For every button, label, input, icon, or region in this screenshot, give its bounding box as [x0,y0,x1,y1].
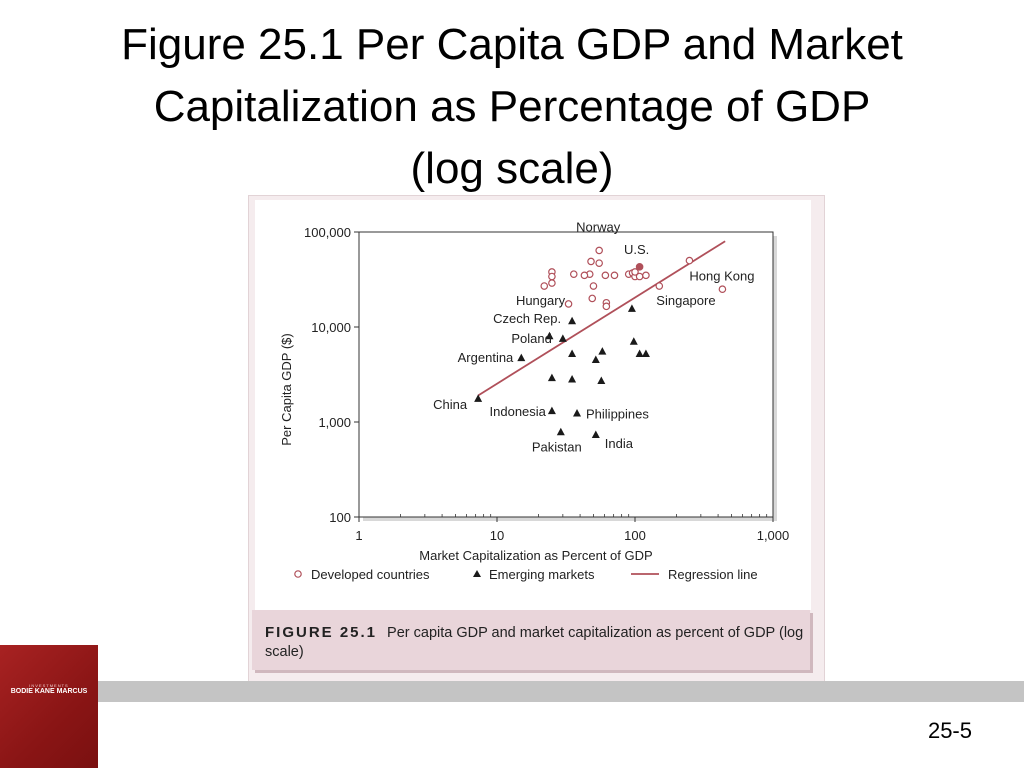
emerging-point [547,406,556,415]
developed-point [589,282,598,290]
emerging-point [635,349,644,357]
regression-line [477,240,726,397]
developed-point [631,268,639,276]
emerging-point [568,349,577,357]
legend-emerging-label: Emerging markets [489,567,595,582]
emerging-point [597,376,606,385]
plot-frame [358,231,774,518]
emerging-point [568,375,577,383]
annotation-label: Pakistan [532,439,582,454]
legend-developed-label: Developed countries [311,567,430,582]
y-tick-label: 10,000 [311,320,351,335]
emerging-point [556,427,565,436]
annotation-label: Indonesia [490,404,547,419]
x-tick-label: 1 [355,528,362,543]
slide-number: 25-5 [927,718,972,743]
developed-point [610,271,619,280]
developed-point [642,271,650,280]
slide-title-line-1: Figure 25.1 Per Capita GDP and Market [121,20,903,69]
developed-point [587,257,595,266]
developed-point [595,259,603,267]
developed-point [548,272,556,281]
developed-point [564,300,573,308]
emerging-point [629,337,638,345]
x-tick-label: 100 [624,528,646,543]
developed-point [548,279,556,287]
annotation-label: Singapore [656,293,715,308]
annotation-label: Norway [576,219,621,234]
y-tick-label: 100,000 [304,225,351,240]
emerging-point [591,355,600,363]
developed-point [602,302,611,311]
developed-point [635,263,644,271]
x-tick-label: 1,000 [757,528,790,543]
annotation-label: Hong Kong [689,269,754,284]
legend-regression-label: Regression line [668,567,758,582]
y-tick-label: 1,000 [318,415,351,430]
footer-bar [0,681,1024,702]
emerging-point [641,349,650,357]
book-authors-text: BODIE KANE MARCUS [10,688,88,695]
slide-title: Figure 25.1 Per Capita GDP and Market Ca… [40,14,984,200]
emerging-point [598,347,607,355]
developed-point [601,271,610,280]
caption-label: FIGURE 25.1 [265,624,378,641]
y-tick-label: 100 [329,510,351,525]
book-series-text: INVESTMENTS [29,683,69,688]
legend-emerging-marker [473,570,481,577]
emerging-point [545,331,554,340]
slide-title-line-3: (log scale) [410,144,614,193]
x-axis-label: Market Capitalization as Percent of GDP [419,548,652,563]
x-tick-label: 10 [490,528,504,543]
annotation-label: Hungary [516,293,566,308]
slide-title-line-2: Capitalization as Percentage of GDP [153,82,871,131]
annotation-label: Argentina [458,350,514,365]
developed-point [595,246,603,255]
developed-point [569,270,578,278]
developed-point [540,282,549,290]
emerging-point [517,353,526,362]
book-cover-image [0,645,98,768]
annotation-label: Czech Rep. [493,311,561,326]
y-axis-label: Per Capita GDP ($) [279,333,294,445]
annotation-label: Philippines [586,406,649,421]
emerging-point [474,394,483,402]
emerging-point [558,334,567,342]
emerging-point [547,373,556,382]
figure-panel: 1 10 100 1,000 100 1,000 10,000 100,000 Market C… [255,200,811,610]
developed-point [685,256,694,265]
developed-point [588,294,597,303]
emerging-point [573,408,582,417]
annotation-label: Poland [511,331,551,346]
caption-box [252,610,810,670]
caption-body: Per capita GDP and market capitalization… [265,625,804,660]
annotation-label: India [605,436,634,451]
emerging-point [568,316,577,325]
emerging-point [591,430,600,438]
emerging-point [627,304,636,312]
annotation-label: China [433,397,468,412]
legend-developed-marker [294,570,302,578]
developed-point [580,271,589,280]
developed-point [655,282,664,290]
annotation-label: U.S. [624,242,649,257]
scatter-chart: 1 10 100 1,000 100 1,000 10,000 100,000 Market C… [279,219,790,582]
figure-caption: FIGURE 25.1 Per capita GDP and market cap… [265,623,805,662]
developed-point [718,285,727,293]
